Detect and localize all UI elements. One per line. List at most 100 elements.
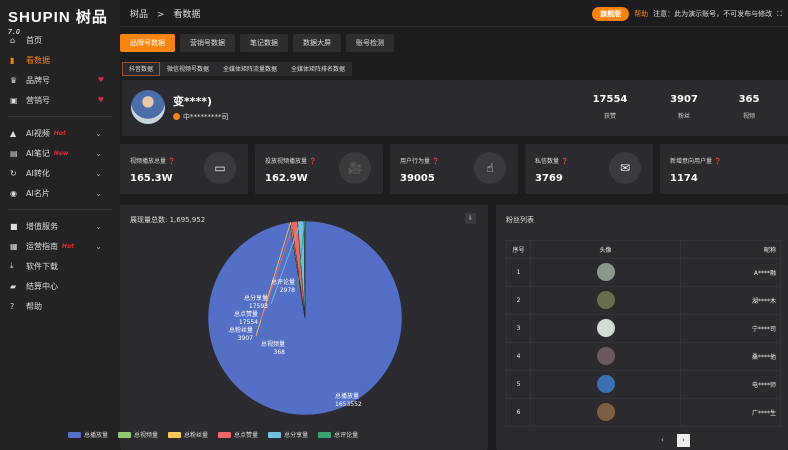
sidebar-item-label: 看数据 bbox=[26, 55, 50, 65]
tv-icon: ▣ bbox=[10, 95, 18, 105]
prev-page-button[interactable]: ‹ bbox=[661, 436, 664, 444]
legend-swatch bbox=[118, 432, 132, 438]
tab-1[interactable]: 营销号数据 bbox=[180, 34, 235, 52]
sidebar-item-5[interactable]: ▤ AI笔记 New ⌄ bbox=[0, 143, 120, 163]
table-row[interactable]: 4 桑****他 bbox=[506, 342, 781, 371]
row-no: 3 bbox=[506, 314, 531, 343]
legend-item[interactable]: 总分享量 bbox=[268, 430, 308, 439]
sidebar-item-7[interactable]: ◉ AI名片 ⌄ bbox=[0, 183, 120, 203]
table-row[interactable]: 6 广****生 bbox=[506, 398, 781, 427]
sidebar-item-label: 增值服务 bbox=[26, 221, 58, 231]
help-icon: ? bbox=[10, 301, 15, 311]
fan-nickname: 湖****木 bbox=[680, 286, 781, 315]
stat-fans: 3907 粉丝 bbox=[670, 94, 698, 120]
legend-item[interactable]: 总评论量 bbox=[318, 430, 358, 439]
vip-button[interactable]: 旗舰版 bbox=[592, 7, 630, 21]
table-row[interactable]: 5 电****师 bbox=[506, 370, 781, 399]
metric-card: 私信数量 ❓ 3769 ✉ bbox=[525, 144, 653, 194]
sidebar-tag: New bbox=[53, 149, 69, 157]
sidebar-item-0[interactable]: ⌂ 首页 bbox=[0, 30, 120, 50]
profile-name: 变****) bbox=[173, 95, 213, 108]
sidebar-item-3[interactable]: ▣ 营销号 ♥ bbox=[0, 90, 120, 110]
fullscreen-icon[interactable]: ⛶ bbox=[777, 9, 782, 18]
sidebar-item-10[interactable]: ⤓ 软件下载 bbox=[0, 256, 120, 276]
legend-item[interactable]: 总粉丝量 bbox=[168, 430, 208, 439]
avatar bbox=[131, 90, 165, 124]
metric-title: 视频播放总量 ❓ bbox=[130, 158, 176, 165]
table-row[interactable]: 1 A****融 bbox=[506, 258, 781, 287]
chevron-down-icon: ⌄ bbox=[95, 188, 102, 198]
breadcrumb-home[interactable]: 树品 bbox=[130, 9, 149, 20]
fans-table: 序号 头像 昵称 1 A****融 2 湖****木 3 宁****司 4 桑****他 5 电***… bbox=[506, 240, 781, 427]
overview-panel: 展现量总数: 1,695,952 ⇩ 抖音数据总览 总播放量1653552总视频… bbox=[120, 205, 488, 450]
sub-tabs: 抖音数据 微信视频号数据 全媒体矩阵流量数据 全媒体矩阵排名数据 bbox=[122, 62, 353, 76]
legend-item[interactable]: 总播放量 bbox=[68, 430, 108, 439]
header: 树品 > 看数据 旗舰版 帮助 注意：此为演示账号，不可发布与修改 ⛶ bbox=[120, 0, 788, 27]
help-link[interactable]: 帮助 bbox=[634, 10, 649, 18]
sidebar-item-12[interactable]: ? 帮助 bbox=[0, 296, 120, 316]
next-page-button[interactable]: › bbox=[677, 434, 690, 447]
legend-swatch bbox=[318, 432, 332, 438]
verified-icon bbox=[173, 113, 180, 120]
row-no: 2 bbox=[506, 286, 531, 315]
row-no: 6 bbox=[506, 398, 531, 427]
metric-card: 投放视频播放量 ❓ 162.9W 🎥 bbox=[255, 144, 383, 194]
metric-card: 用户行为量 ❓ 39005 ☝ bbox=[390, 144, 518, 194]
breadcrumb-separator: > bbox=[156, 9, 165, 20]
info-icon: ❓ bbox=[431, 158, 440, 165]
sidebar-item-label: 首页 bbox=[26, 35, 42, 45]
tab-3[interactable]: 数据大屏 bbox=[293, 34, 341, 52]
sidebar-item-label: 营销号 bbox=[26, 95, 50, 105]
message-icon: ✉ bbox=[609, 152, 641, 184]
subtab-0[interactable]: 抖音数据 bbox=[122, 62, 161, 76]
metric-value: 39005 bbox=[400, 173, 435, 184]
metric-cards: 视频播放总量 ❓ 165.3W ▭ 投放视频播放量 ❓ 162.9W 🎥 用户行为量 ❓ 39… bbox=[120, 144, 788, 194]
sidebar-item-4[interactable]: ▲ AI视频 Hot ⌄ bbox=[0, 123, 120, 143]
wallet-icon: ▰ bbox=[10, 281, 17, 291]
fan-nickname: 桑****他 bbox=[680, 342, 781, 371]
sidebar-item-8[interactable]: ■ 增值服务 ⌄ bbox=[0, 216, 120, 236]
sidebar-nav: ⌂ 首页 ▮ 看数据 ♛ 品牌号 ♥ ▣ 营销号 ♥ ▲ AI视频 Hot ⌄ ▤ AI笔记 New ⌄ ↻ AI转化… bbox=[0, 30, 120, 316]
legend-item[interactable]: 总点赞量 bbox=[218, 430, 258, 439]
overview-title: 展现量总数: 1,695,952 bbox=[130, 216, 206, 224]
sidebar-tag: Hot bbox=[53, 129, 66, 137]
sidebar-divider bbox=[8, 116, 112, 117]
pointer-hand-icon: ☝ bbox=[474, 152, 506, 184]
fan-avatar bbox=[596, 290, 615, 309]
stat-videos: 365 视频 bbox=[738, 94, 760, 120]
table-row[interactable]: 3 宁****司 bbox=[506, 314, 781, 343]
subtab-2[interactable]: 全媒体矩阵流量数据 bbox=[216, 62, 285, 76]
download-icon[interactable]: ⇩ bbox=[465, 213, 476, 224]
video-icon: ▲ bbox=[10, 128, 17, 138]
sidebar-item-9[interactable]: ▦ 运营指南 Hot ⌄ bbox=[0, 236, 120, 256]
chevron-down-icon: ⌄ bbox=[95, 241, 102, 251]
pie-label: 总播放量 bbox=[335, 392, 359, 400]
legend-item[interactable]: 总视频量 bbox=[118, 430, 158, 439]
tab-2[interactable]: 笔记数据 bbox=[240, 34, 288, 52]
fan-avatar bbox=[596, 346, 615, 365]
pie-label-line bbox=[312, 401, 333, 416]
sidebar-item-6[interactable]: ↻ AI转化 ⌄ bbox=[0, 163, 120, 183]
sidebar-item-label: 结算中心 bbox=[26, 281, 58, 291]
subtab-1[interactable]: 微信视频号数据 bbox=[160, 62, 217, 76]
video-camera-icon: ▭ bbox=[204, 152, 236, 184]
fans-panel: 粉丝列表 序号 头像 昵称 1 A****融 2 湖****木 3 宁****司 4 桑****他… bbox=[496, 205, 788, 450]
stat-likes: 17554 获赞 bbox=[592, 94, 628, 120]
pie-label: 1653552 bbox=[335, 401, 362, 408]
pie-slice[interactable] bbox=[303, 220, 306, 319]
sidebar-item-11[interactable]: ▰ 结算中心 bbox=[0, 276, 120, 296]
tab-0[interactable]: 品牌号数据 bbox=[120, 34, 175, 52]
sidebar-item-2[interactable]: ♛ 品牌号 ♥ bbox=[0, 70, 120, 90]
fan-nickname: 广****生 bbox=[680, 398, 781, 427]
pie-label: 总粉丝量 bbox=[229, 326, 253, 334]
subtab-3[interactable]: 全媒体矩阵排名数据 bbox=[284, 62, 353, 76]
sidebar-tag: Hot bbox=[62, 242, 75, 250]
metric-card: 新增意向用户量 ❓ 1174 bbox=[660, 144, 788, 194]
pie-label: 总视频量 bbox=[261, 340, 285, 348]
sidebar-item-1[interactable]: ▮ 看数据 bbox=[0, 50, 120, 70]
pie-label-line bbox=[260, 221, 295, 321]
refresh-icon: ↻ bbox=[10, 168, 17, 178]
table-row[interactable]: 2 湖****木 bbox=[506, 286, 781, 315]
tab-4[interactable]: 账号检测 bbox=[346, 34, 394, 52]
